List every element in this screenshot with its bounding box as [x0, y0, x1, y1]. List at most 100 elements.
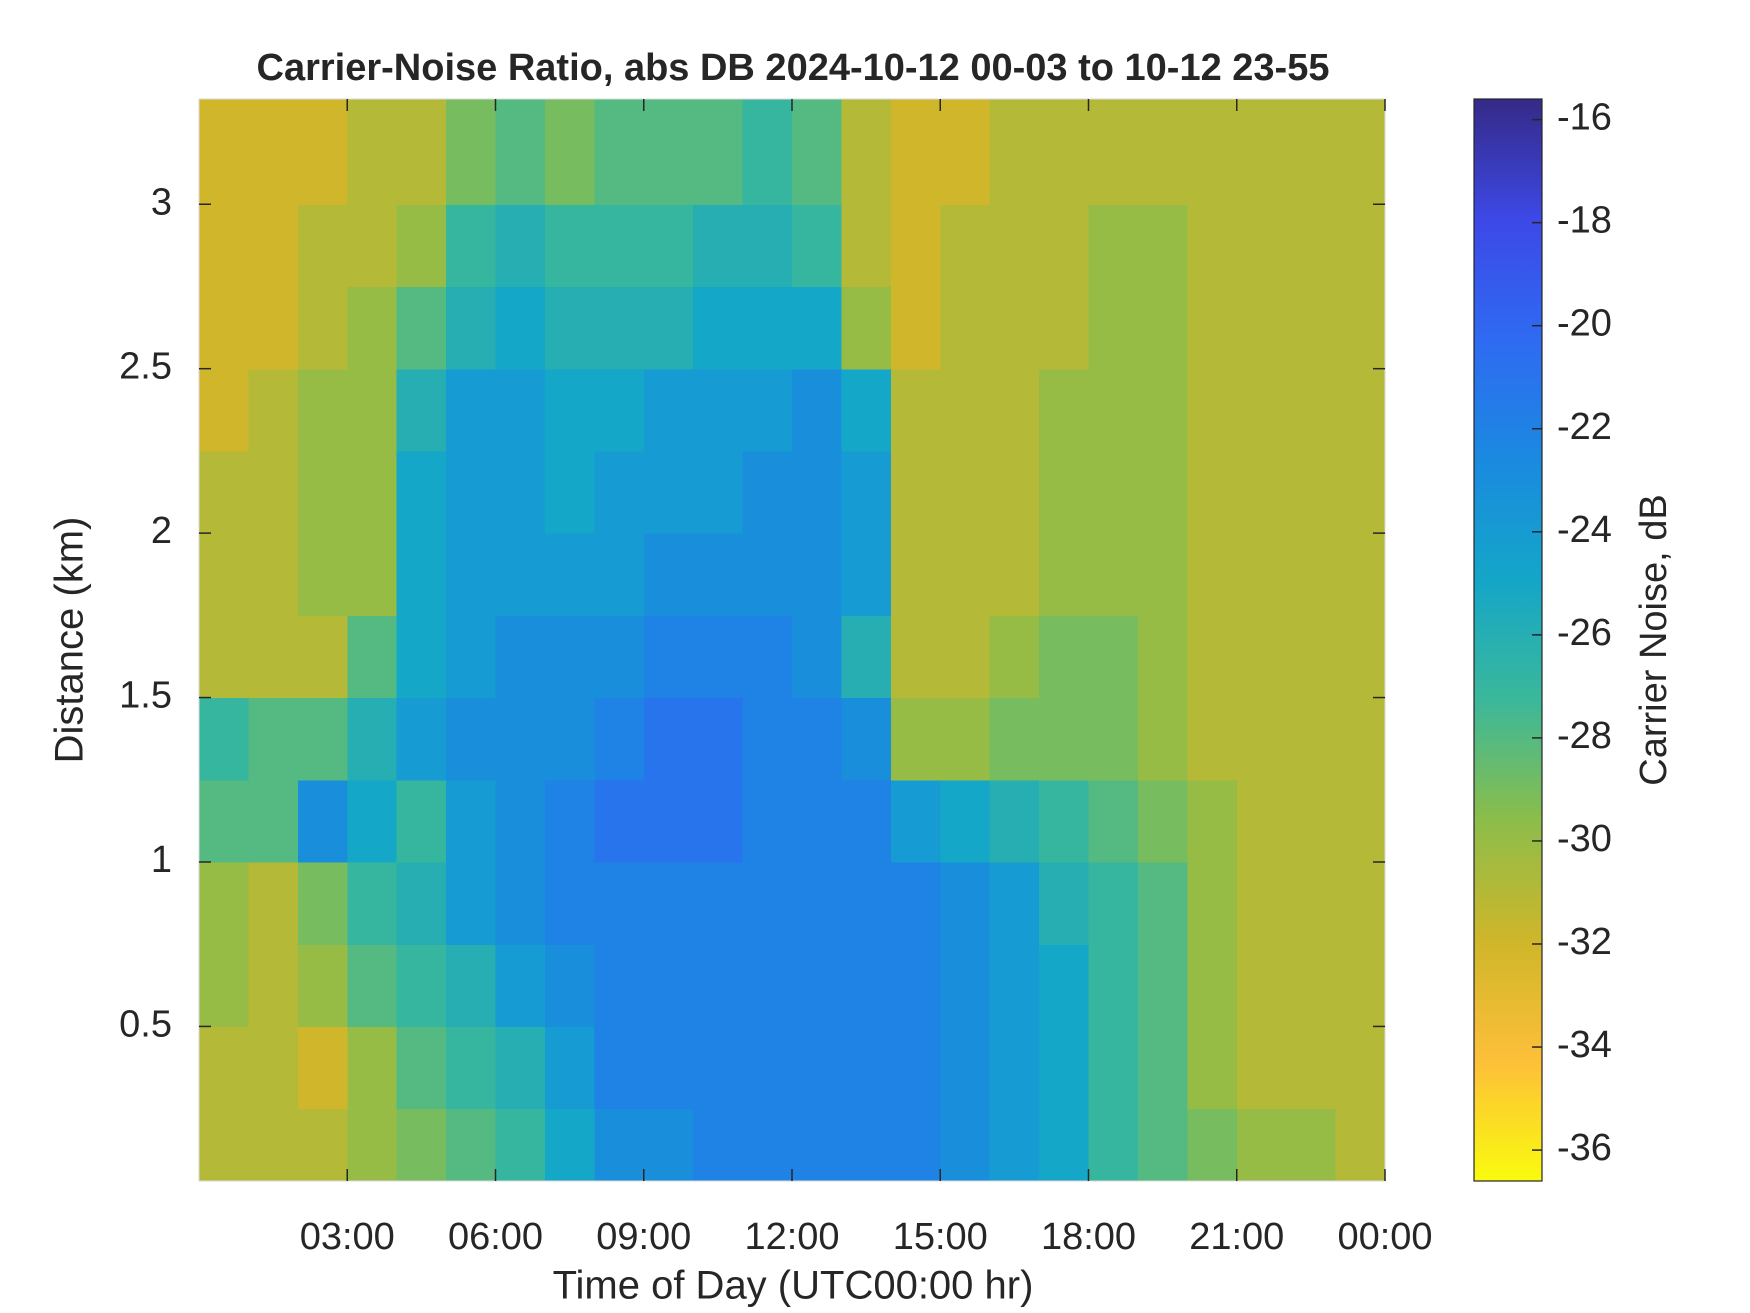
heatmap-cell [989, 533, 1040, 616]
heatmap-cell [594, 615, 645, 699]
heatmap-cell [396, 204, 447, 288]
heatmap-cell [742, 368, 793, 452]
heatmap-cell [1286, 450, 1337, 534]
heatmap-cell [841, 286, 892, 370]
heatmap-cell [1236, 861, 1287, 945]
heatmap-cell [742, 861, 793, 945]
heatmap-cell [544, 99, 595, 205]
heatmap-cell [792, 533, 843, 616]
heatmap-cell [989, 944, 1040, 1028]
heatmap-cell [940, 1108, 991, 1182]
heatmap-cell [446, 1108, 497, 1182]
heatmap-cell [1335, 1108, 1386, 1182]
heatmap-cell [248, 944, 299, 1028]
heatmap-cell [940, 368, 991, 452]
heatmap-cell [297, 99, 348, 205]
heatmap-cell [199, 286, 250, 370]
heatmap-cell [1039, 779, 1090, 863]
heatmap-cell [297, 1026, 348, 1110]
heatmap-cell [495, 99, 546, 205]
heatmap-cell [841, 1108, 892, 1182]
heatmap-cell [1236, 779, 1287, 863]
heatmap-cell [1236, 615, 1287, 699]
heatmap-cell [1039, 1108, 1090, 1182]
heatmap-cell [1039, 615, 1090, 699]
heatmap-cell [792, 450, 843, 534]
heatmap-cell [1039, 533, 1090, 616]
heatmap-cell [1088, 450, 1139, 534]
heatmap-cell [792, 944, 843, 1028]
heatmap-cell [1187, 99, 1238, 205]
colorbar-tick-label: -30 [1557, 818, 1612, 860]
heatmap-cell [693, 1108, 744, 1182]
heatmap-cell [940, 533, 991, 616]
colorbar-tick-label: -16 [1557, 97, 1612, 139]
heatmap-cell [742, 1026, 793, 1110]
heatmap-cell [544, 450, 595, 534]
heatmap-cell [446, 697, 497, 781]
heatmap-cell [841, 204, 892, 288]
heatmap-cell [643, 286, 694, 370]
chart-title: Carrier-Noise Ratio, abs DB 2024-10-12 0… [257, 47, 1330, 89]
heatmap-cell [347, 1026, 398, 1110]
colorbar-label: Carrier Noise, dB [1633, 494, 1675, 785]
heatmap-cell [1137, 99, 1188, 205]
x-tick-label: 12:00 [744, 1216, 839, 1258]
heatmap-cell [1137, 450, 1188, 534]
heatmap-cell [495, 533, 546, 616]
heatmap-cell [1335, 1026, 1386, 1110]
heatmap-cell [1286, 286, 1337, 370]
heatmap-cell [248, 1108, 299, 1182]
heatmap-cell [1088, 286, 1139, 370]
heatmap-cell [989, 779, 1040, 863]
heatmap-cell [1187, 1026, 1238, 1110]
heatmap-cell [693, 779, 744, 863]
heatmap-cell [248, 533, 299, 616]
heatmap-cell [1236, 368, 1287, 452]
heatmap-cell [594, 99, 645, 205]
heatmap-cell [792, 1026, 843, 1110]
heatmap-cell [693, 368, 744, 452]
colorbar-tick-label: -18 [1557, 200, 1612, 242]
heatmap-cell [446, 944, 497, 1028]
heatmap-cell [1039, 368, 1090, 452]
heatmap-cell [792, 1108, 843, 1182]
heatmap-cell [594, 533, 645, 616]
heatmap-cell [347, 368, 398, 452]
heatmap-cell [199, 944, 250, 1028]
heatmap-cell [347, 779, 398, 863]
heatmap-cell [1039, 204, 1090, 288]
heatmap-cell [1236, 1108, 1287, 1182]
heatmap-cell [1236, 944, 1287, 1028]
heatmap-cell [940, 1026, 991, 1110]
x-axis-label: Time of Day (UTC00:00 hr) [553, 1264, 1034, 1308]
colorbar-tick-label: -28 [1557, 715, 1612, 757]
heatmap-cell [890, 779, 941, 863]
heatmap-cell [1335, 204, 1386, 288]
heatmap-cell [396, 1026, 447, 1110]
heatmap-cell [792, 615, 843, 699]
heatmap-cell [1236, 1026, 1287, 1110]
heatmap-cell [1039, 944, 1090, 1028]
heatmap-cell [446, 615, 497, 699]
heatmap-cell [544, 533, 595, 616]
heatmap-cell [643, 697, 694, 781]
heatmap-cell [643, 861, 694, 945]
heatmap-cell [940, 779, 991, 863]
heatmap-cell [940, 286, 991, 370]
heatmap-cell [297, 450, 348, 534]
colorbar-tick-label: -24 [1557, 509, 1612, 551]
x-tick-label: 03:00 [300, 1216, 395, 1258]
heatmap-cell [1335, 368, 1386, 452]
heatmap-cell [693, 944, 744, 1028]
heatmap-cell [1286, 204, 1337, 288]
heatmap-cell [1335, 779, 1386, 863]
heatmap-cell [544, 697, 595, 781]
heatmap-cell [693, 861, 744, 945]
heatmap-cell [1187, 368, 1238, 452]
heatmap-cell [446, 533, 497, 616]
heatmap-cell [495, 1026, 546, 1110]
heatmap-cell [1088, 861, 1139, 945]
